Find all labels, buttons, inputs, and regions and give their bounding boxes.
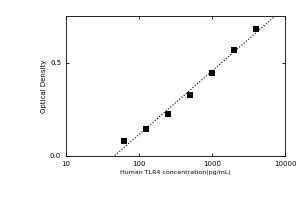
Point	[232, 48, 236, 51]
Point	[254, 27, 258, 31]
Point	[144, 128, 148, 131]
Point	[188, 94, 192, 97]
Y-axis label: Optical Density: Optical Density	[41, 59, 47, 113]
X-axis label: Human TLR4 concentration(pg/mL): Human TLR4 concentration(pg/mL)	[120, 170, 231, 175]
Point	[122, 139, 127, 142]
Point	[210, 71, 214, 75]
Point	[166, 112, 170, 116]
